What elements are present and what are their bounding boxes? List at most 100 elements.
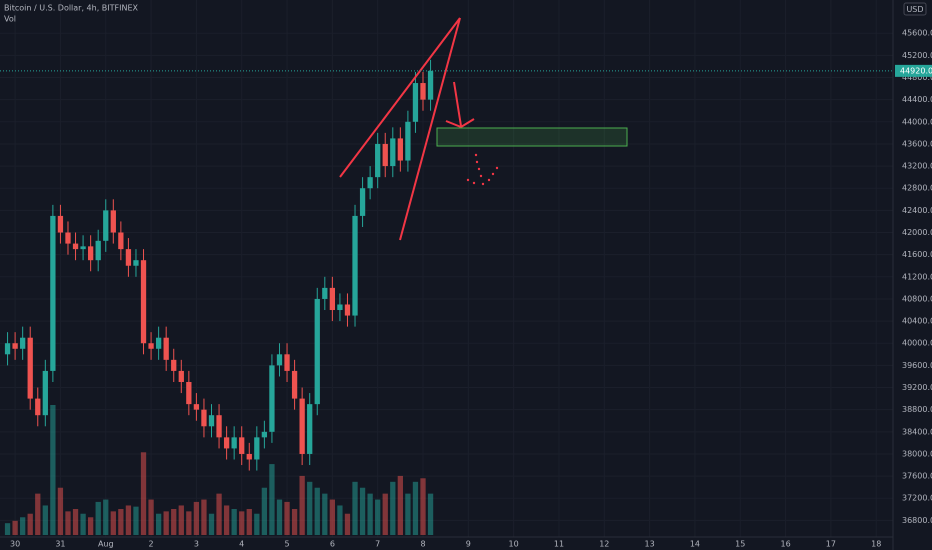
candle-body	[375, 143, 381, 178]
volume-bar	[420, 478, 426, 535]
x-tick-label: 14	[690, 540, 700, 549]
candle-body	[20, 337, 26, 349]
volume-bar	[352, 481, 358, 535]
candle-body	[72, 243, 79, 250]
candle-body	[314, 298, 320, 405]
trend-line	[399, 17, 461, 241]
volume-bar	[103, 499, 109, 535]
volume-bar	[163, 511, 169, 535]
y-tick-label: 45200.0	[902, 51, 932, 60]
candle-body	[57, 215, 64, 233]
volume-bar	[231, 509, 237, 535]
candle-body	[88, 246, 94, 261]
candle-body	[239, 437, 245, 454]
candle-body	[359, 188, 366, 216]
y-tick-label: 41200.0	[902, 272, 932, 281]
y-tick-label: 42800.0	[902, 184, 932, 193]
volume-bar	[359, 487, 366, 535]
currency-box[interactable]	[903, 2, 927, 16]
y-tick-label: 40400.0	[902, 317, 932, 326]
x-tick-label: 18	[871, 540, 881, 549]
candle-body	[155, 337, 162, 349]
volume-bar	[314, 487, 320, 535]
candle-body	[261, 431, 268, 438]
candle-body	[284, 354, 290, 371]
volume-bar	[382, 493, 388, 535]
y-tick-label: 36800.0	[902, 516, 932, 525]
volume-label: Vol	[4, 15, 16, 24]
x-tick-label: 10	[509, 540, 519, 549]
volume-bar	[412, 481, 419, 535]
volume-bar	[27, 513, 33, 535]
volume-bar	[216, 493, 222, 535]
y-tick-label: 40800.0	[902, 294, 932, 303]
candle-body	[307, 404, 313, 454]
volume-bar	[269, 464, 275, 535]
x-tick-label: 31	[55, 540, 65, 549]
candle-body	[269, 365, 275, 432]
volume-bar	[397, 475, 403, 535]
candle-body	[125, 249, 132, 266]
y-tick-label: 41600.0	[902, 250, 932, 259]
candle-body	[201, 409, 207, 427]
volume-bar	[390, 481, 396, 535]
x-tick-label: 30	[10, 540, 20, 549]
candle-body	[420, 83, 426, 100]
y-tick-label: 38800.0	[902, 405, 932, 414]
candle-body	[163, 337, 169, 360]
y-tick-label: 44400.0	[902, 95, 932, 104]
volume-bar	[337, 505, 343, 535]
candle-body	[95, 240, 101, 261]
symbol-title: Bitcoin / U.S. Dollar, 4h, BITFINEX	[4, 4, 139, 13]
drawings	[339, 17, 475, 241]
candle-body	[118, 232, 124, 250]
volume-bar	[239, 511, 245, 535]
y-tick-label: 43600.0	[902, 139, 932, 148]
y-tick-label: 38400.0	[902, 427, 932, 436]
volume-bar	[261, 487, 268, 535]
x-tick-label: 8	[420, 540, 425, 549]
candle-body	[291, 370, 298, 399]
volume-bar	[57, 487, 64, 535]
candle-body	[140, 260, 147, 344]
volume-bar	[201, 499, 207, 535]
candle-body	[246, 453, 252, 460]
x-tick-label: 9	[466, 540, 471, 549]
volume-bar	[186, 511, 192, 535]
volume-bar	[88, 517, 94, 535]
candle-body	[231, 437, 237, 449]
x-tick-label: 4	[239, 540, 244, 549]
x-tick-label: 16	[780, 540, 790, 549]
x-tick-label: 7	[375, 540, 380, 549]
volume-bar	[50, 405, 56, 535]
candle-body	[412, 83, 419, 122]
candle-body	[397, 138, 403, 161]
candle-body	[65, 232, 71, 244]
dotted-arrow	[466, 153, 499, 186]
y-tick-label: 39200.0	[902, 383, 932, 392]
last-price-label: 44920.0	[900, 66, 932, 75]
volume-bar	[367, 493, 373, 535]
x-tick-label: 3	[194, 540, 199, 549]
currency-label[interactable]: USD	[906, 5, 923, 14]
volume-bar	[375, 499, 381, 535]
volume-bar	[322, 493, 328, 535]
volume-bar	[193, 501, 200, 535]
candle-body	[193, 404, 200, 410]
volume-bar	[35, 493, 41, 535]
volume-bar	[20, 517, 26, 535]
volume-pane	[4, 405, 434, 535]
candle-body	[216, 415, 222, 438]
y-tick-label: 44800.0	[902, 73, 932, 82]
candle-body	[80, 246, 86, 250]
y-tick-label: 38000.0	[902, 449, 932, 458]
x-tick-label: Aug	[98, 540, 114, 549]
arrow	[453, 81, 462, 127]
x-tick-label: 6	[330, 540, 335, 549]
candle-body	[178, 370, 184, 382]
volume-bar	[65, 511, 71, 535]
volume-bar	[254, 513, 260, 535]
y-tick-label: 39600.0	[902, 361, 932, 370]
